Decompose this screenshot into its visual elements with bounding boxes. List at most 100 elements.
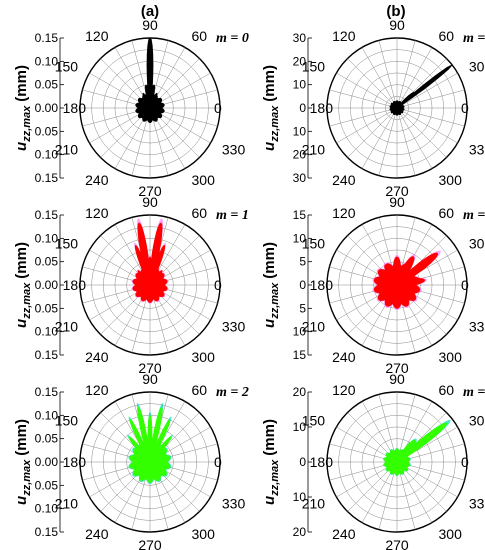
polar-angle-label: 240 <box>85 172 109 188</box>
polar-angle-label: 240 <box>332 349 356 365</box>
polar-angle-label: 0 <box>214 454 222 470</box>
y-axis-label-base: u <box>13 142 30 151</box>
radial-tick-label: 0.10 <box>35 231 59 245</box>
polar-data-pattern <box>373 252 439 309</box>
radial-tick-label: 15 <box>293 348 307 362</box>
radial-tick-label: 15 <box>293 208 307 222</box>
radial-tick-label: 30 <box>293 31 307 45</box>
polar-data-pattern <box>383 422 448 476</box>
radial-tick-label: 20 <box>293 148 307 162</box>
polar-angle-label: 0 <box>214 100 222 116</box>
radial-tick-label: 0.10 <box>35 54 59 68</box>
y-axis-label-base: u <box>261 319 278 328</box>
mode-label: m = 2 <box>463 385 485 400</box>
radial-tick-label: 0.00 <box>35 455 59 469</box>
polar-angle-label: 150 <box>55 59 79 75</box>
radial-tick-label: 20 <box>293 385 307 399</box>
polar-angle-label: 60 <box>192 205 208 221</box>
radial-tick-label: 10 <box>293 325 307 339</box>
polar-spoke <box>396 40 416 109</box>
polar-angle-label: 150 <box>55 413 79 429</box>
radial-tick-label: 0.05 <box>35 478 59 492</box>
radial-tick-label: 0.05 <box>35 255 59 269</box>
mode-label: m = 0 <box>216 31 249 46</box>
y-axis-label-sub: zz,max <box>269 459 281 497</box>
polar-chart-b1: 9060300330300270240210180150120151050510… <box>261 194 485 376</box>
polar-spoke <box>336 72 398 109</box>
y-axis-label-unit: (mm) <box>13 242 30 279</box>
y-axis-label-unit: (mm) <box>261 242 278 279</box>
polar-angle-label: 90 <box>142 194 158 210</box>
polar-angle-label: 270 <box>138 183 162 199</box>
polar-data-pattern <box>135 37 165 123</box>
polar-chart-a2: 90 60 0 330 300 270 240 210 180 150 120 0.15 0.10 0.0… <box>13 371 249 550</box>
polar-spoke <box>378 107 398 176</box>
radial-tick-label: 0.10 <box>35 502 59 516</box>
y-axis-label-sub: zz,max <box>269 105 281 143</box>
polar-angle-label: 30 <box>469 59 485 75</box>
polar-angle-label: 90 <box>389 17 405 33</box>
y-axis-label-sub: zz,max <box>21 105 33 143</box>
radial-tick-label: 0.00 <box>35 278 59 292</box>
panel-label-b: (b) <box>386 3 405 20</box>
polar-angle-label: 270 <box>138 360 162 376</box>
radial-tick-label: 5 <box>299 255 306 269</box>
polar-angle-label: 270 <box>138 537 162 550</box>
y-axis-label-sub: zz,max <box>269 282 281 320</box>
polar-angle-label: 210 <box>55 496 79 512</box>
radial-tick-label: 10 <box>293 490 307 504</box>
radial-tick-label: 0.15 <box>35 385 59 399</box>
radial-tick-label: 0.00 <box>35 101 59 115</box>
polar-spoke <box>336 107 398 144</box>
radial-tick-label: 10 <box>293 231 307 245</box>
polar-spoke <box>396 107 458 144</box>
polar-angle-label: 90 <box>389 371 405 387</box>
polar-spoke <box>378 40 398 109</box>
polar-angle-label: 90 <box>389 194 405 210</box>
polar-angle-label: 300 <box>439 172 463 188</box>
y-axis-label: uzz,max (mm) <box>261 242 281 328</box>
polar-angle-label: 180 <box>310 454 334 470</box>
radial-tick-label: 0.15 <box>35 208 59 222</box>
y-axis-label-sub: zz,max <box>21 282 33 320</box>
y-axis-label-unit: (mm) <box>13 419 30 456</box>
polar-angle-label: 60 <box>439 205 455 221</box>
radial-tick-label: 0 <box>299 278 306 292</box>
y-axis-label-base: u <box>13 496 30 505</box>
radial-tick-label: 0.15 <box>35 31 59 45</box>
radial-tick-label: 30 <box>293 171 307 185</box>
polar-angle-label: 90 <box>142 17 158 33</box>
polar-angle-label: 180 <box>63 277 87 293</box>
radial-tick-label: 0.15 <box>35 171 59 185</box>
polar-spoke <box>396 107 433 169</box>
y-axis-label-unit: (mm) <box>261 419 278 456</box>
polar-angle-label: 0 <box>461 100 469 116</box>
polar-angle-label: 270 <box>385 183 409 199</box>
mode-label: m = 2 <box>216 385 249 400</box>
polar-chart-a1: 90 60 0 330 300 270 240 210 180 150 120 0.15 0.10 0.0… <box>13 194 249 376</box>
polar-spoke <box>396 72 458 109</box>
polar-angle-label: 60 <box>439 382 455 398</box>
polar-angle-label: 300 <box>192 526 216 542</box>
polar-spoke <box>347 58 398 109</box>
y-axis-label-unit: (mm) <box>261 65 278 102</box>
polar-spoke <box>396 107 416 176</box>
polar-angle-label: 0 <box>461 454 469 470</box>
polar-chart-b0: 9060300330300270240210180150120302010010… <box>261 17 485 199</box>
polar-angle-label: 120 <box>332 382 356 398</box>
polar-angle-label: 330 <box>469 142 485 158</box>
polar-angle-label: 60 <box>192 28 208 44</box>
radial-tick-label: 10 <box>293 78 307 92</box>
polar-angle-label: 330 <box>222 319 246 335</box>
polar-angle-label: 120 <box>332 205 356 221</box>
polar-angle-label: 330 <box>222 142 246 158</box>
radial-tick-label: 5 <box>299 301 306 315</box>
polar-angle-label: 180 <box>63 454 87 470</box>
polar-angle-label: 210 <box>55 142 79 158</box>
radial-tick-label: 10 <box>293 420 307 434</box>
radial-tick-label: 0.10 <box>35 148 59 162</box>
polar-data-pattern <box>128 406 172 483</box>
polar-chart-a0: 90 60 0 330 300 270 240 210 180 150 120 0.15 0.10 0.0… <box>13 17 249 199</box>
polar-angle-label: 90 <box>142 371 158 387</box>
polar-spoke <box>361 107 398 169</box>
